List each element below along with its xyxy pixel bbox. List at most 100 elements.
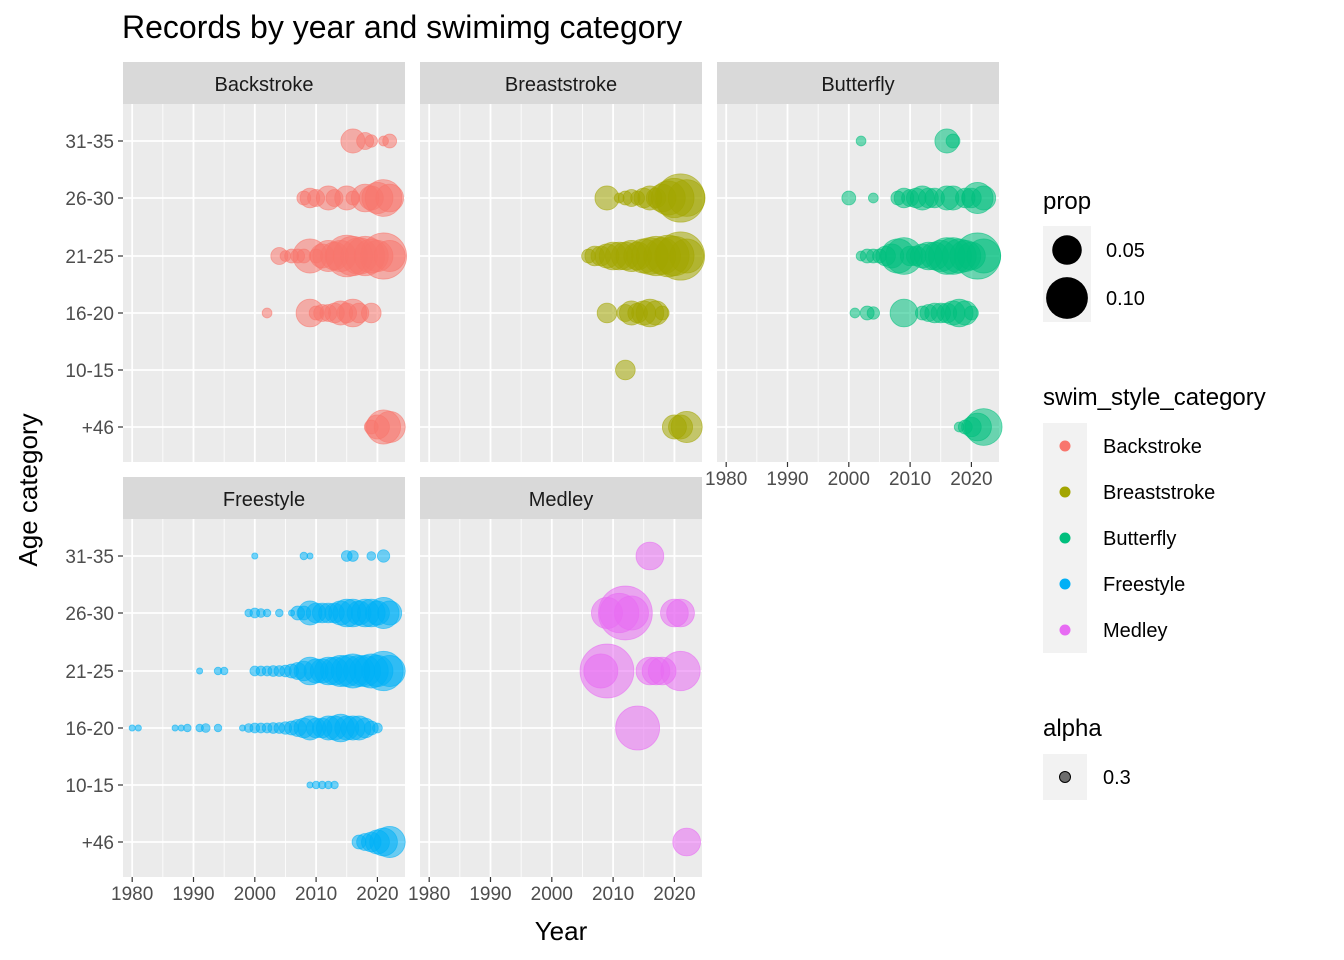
color-legend-key xyxy=(1060,441,1071,452)
panel-background xyxy=(123,519,405,877)
y-tick-label: 26-30 xyxy=(65,189,114,210)
data-point: Butterfly 2009 16-20: 0.04 xyxy=(890,299,918,327)
data-point: Medley 2022 +46: 0.04 xyxy=(673,828,701,856)
color-legend-key xyxy=(1060,487,1071,498)
panel-medley: Medley Medley 2016 31-35: 0.04 Medley 2009… xyxy=(420,477,702,877)
color-legend-label: Backstroke xyxy=(1103,436,1202,458)
data-point: Butterfly 2017 31-35: 0.01 xyxy=(946,134,960,148)
color-legend-key xyxy=(1060,579,1071,590)
data-point: Freestyle 2022 21-25: 0.05 xyxy=(374,655,405,686)
panel-background xyxy=(420,519,702,877)
strip-label-breaststroke: Breaststroke xyxy=(505,74,617,96)
y-tick-label: 16-20 xyxy=(65,719,114,740)
panel-breaststroke: BreaststrokeBreaststroke 2009 26-30: 0.0… xyxy=(420,62,705,462)
panel-backstroke: Backstroke Backstroke 2016 31-35: 0.03Bac… xyxy=(123,62,407,462)
y-tick-label: 31-35 xyxy=(65,132,114,153)
data-point: Backstroke 2022 31-35: 0.01 xyxy=(383,134,397,148)
data-point: Breaststroke 2022 +46: 0.05 xyxy=(671,411,702,442)
y-tick-label: 21-25 xyxy=(65,662,114,683)
strip-label-butterfly: Butterfly xyxy=(821,74,894,96)
strip-label-medley: Medley xyxy=(529,489,593,511)
x-tick-label: 1990 xyxy=(172,884,214,905)
color-legend-key xyxy=(1060,625,1071,636)
data-point: Freestyle 1995 21-25: 0.003 xyxy=(220,667,228,675)
data-point: Medley 2013 26-30: 0.06 xyxy=(614,596,648,630)
data-point: Freestyle 2020 16-20: 0.005 xyxy=(372,723,382,733)
y-tick-label: +46 xyxy=(82,418,114,439)
x-tick-label: 2020 xyxy=(950,469,992,490)
x-tick-label: 1980 xyxy=(111,884,153,905)
data-point: Butterfly 2022 +46: 0.07 xyxy=(965,409,1002,446)
x-tick-label: 1980 xyxy=(408,884,450,905)
data-point: Butterfly 2000 26-30: 0.01 xyxy=(842,191,856,205)
color-legend-label: Freestyle xyxy=(1103,574,1185,596)
color-legend-title: swim_style_category xyxy=(1043,384,1266,411)
data-point: Freestyle 1991 21-25: 0.002 xyxy=(197,668,203,674)
x-tick-label: 1990 xyxy=(469,884,511,905)
data-point: Freestyle 2022 26-30: 0.03 xyxy=(378,601,402,625)
color-legend-label: Breaststroke xyxy=(1103,482,1215,504)
alpha-legend-key xyxy=(1060,772,1071,783)
y-tick-label: 31-35 xyxy=(65,547,114,568)
color-legend-label: Butterfly xyxy=(1103,528,1176,550)
x-tick-label: 1990 xyxy=(766,469,808,490)
data-point: Freestyle 2022 +46: 0.05 xyxy=(374,826,405,857)
data-point: Butterfly 2020 16-20: 0.01 xyxy=(964,306,978,320)
alpha-legend-label: 0.3 xyxy=(1103,767,1131,789)
data-point: Butterfly 2022 26-30: 0.03 xyxy=(972,186,996,210)
x-tick-label: 2010 xyxy=(592,884,634,905)
x-tick-label: 1980 xyxy=(705,469,747,490)
size-legend-key xyxy=(1046,277,1088,319)
panel-background xyxy=(123,104,405,462)
data-point: Backstroke 2002 16-20: 0.005 xyxy=(262,308,272,318)
y-tick-label: +46 xyxy=(82,833,114,854)
data-point: Freestyle 2002 26-30: 0.003 xyxy=(263,609,271,617)
facet-panels: Backstroke Backstroke 2016 31-35: 0.03Bac… xyxy=(123,62,1002,877)
data-point: Freestyle 2013 10-15: 0.003 xyxy=(331,781,339,789)
data-point: Backstroke 2022 21-25: 0.05 xyxy=(374,240,405,271)
data-point: Butterfly 2022 21-25: 0.06 xyxy=(967,239,1001,273)
x-tick-label: 2010 xyxy=(889,469,931,490)
data-point: Freestyle 1992 16-20: 0.004 xyxy=(201,724,210,733)
strip-label-freestyle: Freestyle xyxy=(223,489,305,511)
data-point: Medley 2016 31-35: 0.04 xyxy=(636,542,664,570)
data-point: Freestyle 2016 31-35: 0.006 xyxy=(348,551,359,562)
strip-label-backstroke: Backstroke xyxy=(215,74,314,96)
data-point: Breaststroke 2022 26-30: 0.07 xyxy=(668,180,705,217)
panel-freestyle: Freestyle Freestyle 2000 31-35: 0.002 Free… xyxy=(123,477,405,877)
y-tick-label: 10-15 xyxy=(65,776,114,797)
data-point: Freestyle 2000 31-35: 0.002 xyxy=(252,553,258,559)
data-point: Medley 2009 21-25: 0.15 xyxy=(580,644,634,698)
size-legend-label: 0.05 xyxy=(1106,240,1145,262)
data-point: Freestyle 1980 16-20: 0.002 xyxy=(129,725,135,731)
data-point: Breaststroke 2012 10-15: 0.02 xyxy=(616,360,636,380)
data-point: Medley 2014 16-20: 0.1 xyxy=(616,706,660,750)
size-legend-label: 0.10 xyxy=(1106,288,1145,310)
y-axis-labels: +46 10-15 16-20 21-25 26-30 31-35 +46 10-15 16-2… xyxy=(65,132,123,854)
x-tick-label: 2000 xyxy=(828,469,870,490)
data-point: Freestyle 1981 16-20: 0.002 xyxy=(135,725,141,731)
y-tick-label: 26-30 xyxy=(65,604,114,625)
y-axis-title: Age category xyxy=(13,413,43,566)
legends: prop swim_style_category alpha 0.05 0.10 B… xyxy=(1043,188,1266,800)
color-legend-label: Medley xyxy=(1103,620,1167,642)
data-point: Butterfly 2004 16-20: 0.008 xyxy=(867,307,879,319)
x-tick-label: 2020 xyxy=(356,884,398,905)
data-point: Freestyle 2009 31-35: 0.002 xyxy=(307,553,313,559)
data-point: Butterfly 2002 31-35: 0.005 xyxy=(856,136,866,146)
size-legend-title: prop xyxy=(1043,188,1091,215)
x-tick-label: 2010 xyxy=(295,884,337,905)
data-point: Breaststroke 2022 21-25: 0.06 xyxy=(670,239,704,273)
data-point: Backstroke 2019 31-35: 0.008 xyxy=(365,135,377,147)
y-tick-label: 10-15 xyxy=(65,361,114,382)
x-axis-title: Year xyxy=(535,916,588,946)
data-point: Butterfly 2001 16-20: 0.005 xyxy=(850,308,860,318)
x-tick-label: 2000 xyxy=(234,884,276,905)
alpha-legend-title: alpha xyxy=(1043,715,1102,742)
